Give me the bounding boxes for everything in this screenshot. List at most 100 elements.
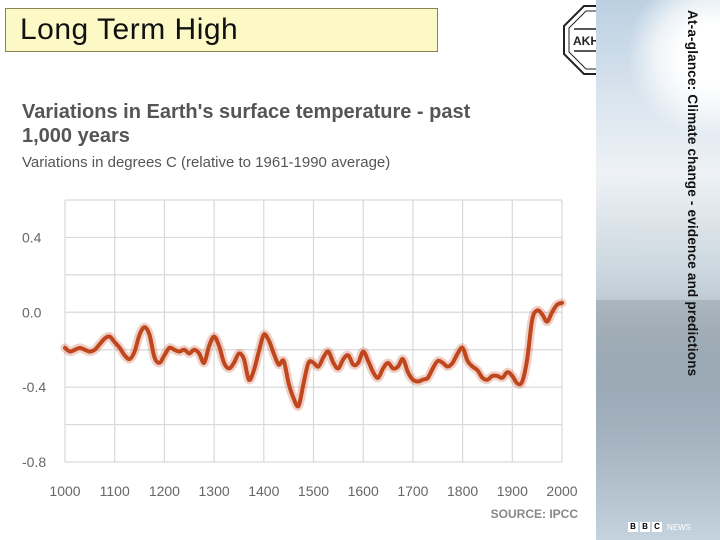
x-tick-label: 1000: [49, 483, 80, 499]
sun-glow: [626, 0, 720, 140]
data-point: [322, 356, 325, 359]
bbc-news-text: NEWS: [667, 522, 691, 532]
data-point: [491, 375, 494, 377]
data-point: [541, 313, 543, 315]
data-point: [476, 369, 479, 372]
data-point: [173, 348, 176, 351]
data-point: [223, 362, 225, 364]
data-point: [466, 360, 469, 362]
x-tick-label: 1800: [447, 483, 478, 499]
data-point: [89, 350, 91, 353]
data-point: [218, 345, 220, 347]
data-point: [441, 362, 444, 364]
data-point: [536, 309, 538, 312]
data-point: [427, 376, 429, 379]
data-point: [451, 362, 454, 364]
data-point: [382, 367, 384, 370]
data-point: [436, 360, 439, 362]
data-point: [213, 335, 215, 338]
data-point: [551, 311, 553, 314]
data-point: [526, 358, 529, 360]
data-point: [471, 365, 474, 368]
panel-ground: [596, 300, 720, 540]
data-point: [143, 326, 146, 329]
x-tick-label: 1700: [397, 483, 428, 499]
data-point: [188, 352, 191, 355]
y-axis-labels: 0.4 0.0 -0.4 -0.8: [22, 229, 46, 470]
data-point: [292, 397, 295, 400]
data-point: [198, 352, 200, 355]
data-point: [402, 358, 404, 360]
data-point: [332, 362, 335, 364]
data-point: [233, 362, 235, 364]
data-point: [168, 347, 171, 349]
data-point: [228, 367, 230, 370]
data-point: [208, 345, 210, 347]
data-point: [327, 350, 330, 353]
data-point: [516, 382, 519, 385]
data-point: [178, 350, 181, 353]
x-tick-label: 1400: [248, 483, 279, 499]
data-point: [342, 358, 345, 360]
data-point: [546, 320, 548, 323]
data-point: [98, 343, 101, 345]
data-point: [377, 376, 379, 379]
data-point: [501, 376, 504, 379]
data-point: [84, 348, 86, 351]
chart-subtitle: Variations in degrees C (relative to 196…: [22, 154, 391, 171]
data-point: [113, 341, 116, 344]
data-point: [203, 362, 205, 364]
data-point: [118, 347, 121, 349]
data-point: [133, 350, 136, 353]
data-point: [243, 358, 245, 360]
data-point: [337, 367, 340, 370]
slide-title: Long Term High: [20, 13, 239, 46]
data-point: [362, 350, 365, 353]
data-point: [392, 367, 394, 370]
x-axis-labels: 1000 1100 1200 1300 1400 1500 1600 1700 1800 1900…: [49, 483, 577, 499]
data-point: [148, 333, 151, 336]
data-point: [267, 339, 270, 342]
series-layer: [60, 298, 567, 411]
data-point: [461, 347, 464, 349]
data-point: [79, 347, 81, 349]
data-point: [317, 365, 320, 368]
data-point: [511, 375, 514, 377]
data-point: [282, 360, 285, 362]
data-point: [153, 356, 156, 359]
data-point: [506, 371, 509, 373]
data-point: [297, 405, 300, 407]
data-point: [128, 358, 131, 360]
data-point: [253, 369, 255, 372]
y-tick-label: 0.0: [22, 304, 42, 320]
data-point: [193, 348, 196, 351]
data-point: [347, 354, 350, 357]
data-point: [556, 304, 558, 306]
data-point: [248, 378, 250, 381]
data-point: [123, 354, 126, 357]
data-point: [74, 348, 76, 351]
data-point: [277, 363, 280, 366]
data-point: [69, 350, 71, 353]
data-point: [486, 378, 489, 381]
data-point: [456, 352, 459, 355]
data-point: [158, 362, 161, 364]
data-point: [367, 360, 369, 362]
data-point: [496, 375, 499, 377]
data-point: [64, 347, 66, 349]
data-point: [287, 382, 290, 385]
data-point: [263, 333, 265, 336]
temperature-chart: 0.40.0-0.4-0.8 1000 1100 1200 1300 1400 1500 1…: [22, 199, 578, 521]
data-point: [272, 352, 275, 355]
solar-panel-photo: [596, 0, 720, 540]
data-point: [352, 363, 355, 366]
x-tick-label: 1900: [497, 483, 528, 499]
data-point: [372, 371, 374, 373]
data-point: [108, 335, 111, 338]
x-tick-label: 1600: [348, 483, 379, 499]
x-tick-label: 1100: [100, 483, 130, 499]
x-tick-label: 2000: [546, 483, 577, 499]
data-point: [422, 378, 424, 381]
side-caption: At-a-glance: Climate change - evidence a…: [685, 10, 700, 377]
data-point: [481, 376, 484, 379]
